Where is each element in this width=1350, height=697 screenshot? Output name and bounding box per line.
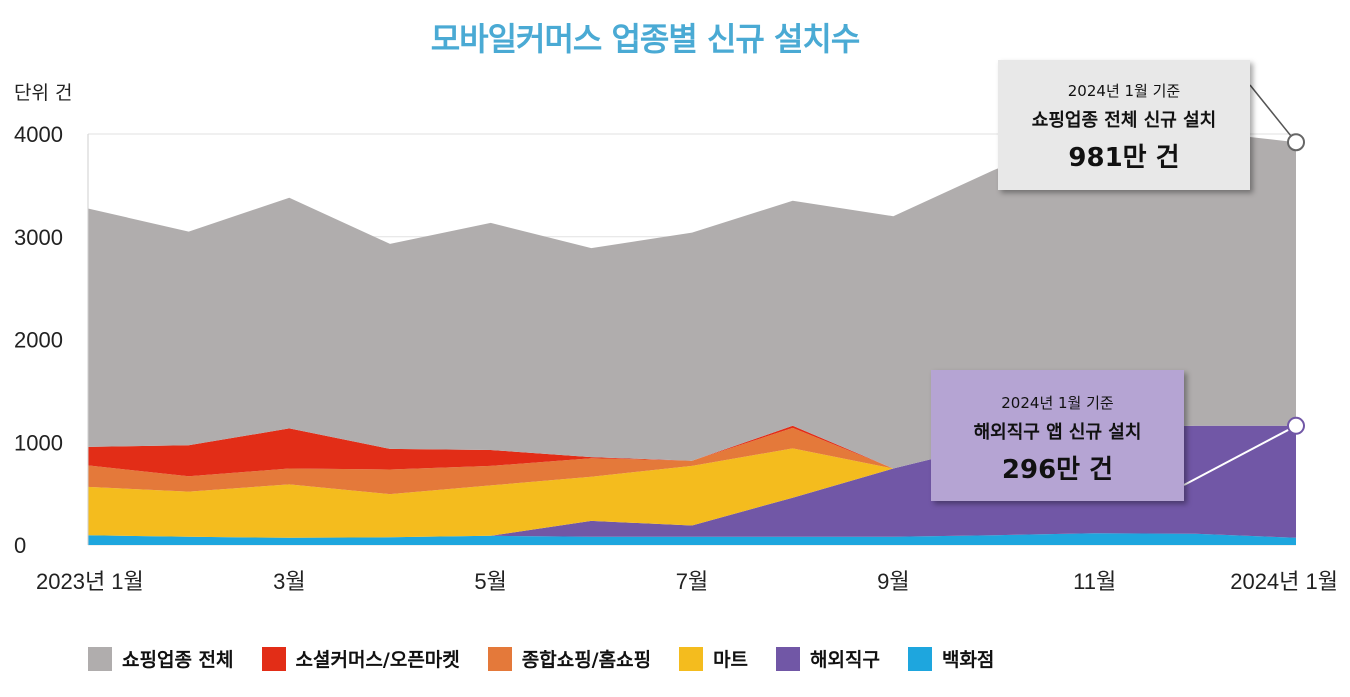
x-tick-label: 11월: [1073, 569, 1116, 594]
y-tick-label: 3000: [14, 225, 63, 250]
legend-item: 해외직구: [776, 645, 880, 672]
callout-overseas-date: 2024년 1월 기준: [1001, 394, 1114, 412]
legend-label: 마트: [713, 649, 749, 671]
legend-label: 해외직구: [810, 649, 880, 671]
x-tick-label: 5월: [474, 569, 506, 594]
chart-legend: 쇼핑업종 전체 소셜커머스/오픈마켓 종합쇼핑/홈쇼핑 마트 해외직구 백화점: [88, 645, 1022, 672]
legend-item: 쇼핑업종 전체: [88, 645, 234, 672]
legend-item: 종합쇼핑/홈쇼핑: [487, 645, 652, 672]
area-종합쇼핑-홈쇼핑: [88, 425, 1296, 495]
y-tick-label: 0: [14, 533, 26, 558]
legend-swatch: [88, 646, 112, 671]
callout-total-installs: 2024년 1월 기준 쇼핑업종 전체 신규 설치 981만 건: [998, 60, 1250, 190]
callout-total-label: 쇼핑업종 전체 신규 설치: [1031, 110, 1217, 131]
legend-label: 소셜커머스/오픈마켓: [295, 649, 460, 671]
leader-line-overseas: [1183, 424, 1297, 486]
x-tick-label: 3월: [273, 569, 305, 594]
axes: 0 1000 2000 3000 4000 2023년 1월 3월 5월 7월 9월 11월 2024…: [14, 122, 1338, 594]
unit-label: 단위 건: [14, 82, 73, 104]
legend-label: 종합쇼핑/홈쇼핑: [521, 649, 652, 671]
x-tick-label: 2023년 1월: [36, 569, 144, 594]
legend-swatch: [679, 646, 704, 671]
x-tick-label: 7월: [676, 569, 708, 594]
y-tick-label: 1000: [14, 430, 63, 455]
callout-overseas-value: 296만 건: [1001, 455, 1114, 485]
callout-overseas-label: 해외직구 앱 신규 설치: [973, 422, 1142, 443]
legend-swatch: [907, 646, 932, 671]
legend-swatch: [776, 646, 801, 671]
legend-item: 백화점: [907, 645, 995, 672]
legend-item: 소셜커머스/오픈마켓: [261, 645, 460, 672]
x-tick-label: 9월: [877, 569, 909, 594]
area-마트: [88, 425, 1296, 538]
y-tick-label: 2000: [14, 328, 63, 353]
callout-total-date: 2024년 1월 기준: [1067, 82, 1181, 100]
callout-overseas-installs: 2024년 1월 기준 해외직구 앱 신규 설치 296만 건: [931, 370, 1184, 501]
y-tick-label: 4000: [14, 122, 63, 147]
legend-label: 백화점: [941, 649, 995, 671]
legend-item: 마트: [679, 645, 748, 672]
chart-title: 모바일커머스 업종별 신규 설치수: [430, 20, 861, 58]
callout-total-value: 981만 건: [1068, 143, 1180, 173]
legend-swatch: [261, 646, 286, 671]
marker-overseas: [1287, 416, 1305, 435]
area-소셜커머스-오픈마켓: [88, 425, 1296, 477]
leader-line-total: [1249, 84, 1297, 143]
legend-swatch: [487, 646, 512, 671]
x-tick-label: 2024년 1월: [1230, 569, 1338, 594]
marker-total: [1287, 133, 1305, 152]
callout-markers: [1183, 84, 1305, 486]
legend-label: 쇼핑업종 전체: [122, 649, 234, 671]
area-백화점: [88, 533, 1296, 545]
